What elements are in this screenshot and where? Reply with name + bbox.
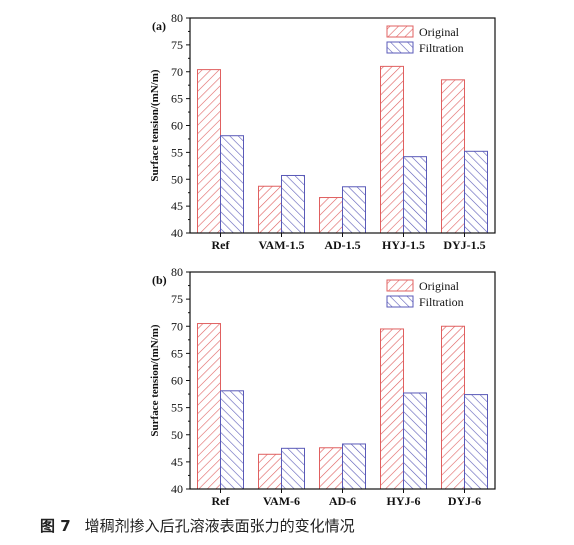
x-tick-label: Ref (212, 238, 231, 252)
bar-original-ad-1.5 (319, 197, 343, 234)
y-tick-label: 40 (171, 226, 183, 240)
y-tick-label: 65 (171, 346, 183, 360)
y-tick-label: 70 (171, 65, 183, 79)
y-tick-label: 60 (171, 374, 183, 388)
x-tick-label: HYJ-6 (387, 494, 421, 508)
bar-original-ref (197, 323, 221, 490)
x-tick-label: VAM-6 (263, 494, 300, 508)
legend-swatch-filtration (386, 41, 414, 54)
y-tick-label: 55 (171, 401, 183, 415)
bar-original-dyj-1.5 (441, 79, 465, 234)
bar-filtration-vam-1.5 (281, 174, 305, 234)
y-tick-label: 65 (171, 92, 183, 106)
y-tick-label: 80 (171, 11, 183, 25)
legend-swatch-filtration (386, 295, 414, 308)
legend-swatch-original (386, 279, 414, 292)
bar-original-dyj-6 (441, 325, 465, 490)
panel-label: (a) (152, 19, 166, 33)
bar-filtration-dyj-1.5 (464, 150, 488, 234)
x-tick-label: HYJ-1.5 (382, 238, 425, 252)
bar-filtration-dyj-6 (464, 394, 488, 490)
bar-filtration-vam-6 (281, 447, 305, 490)
bar-original-vam-6 (258, 453, 282, 490)
panel-label: (b) (152, 273, 167, 287)
bar-filtration-ad-6 (342, 443, 366, 490)
x-tick-label: AD-6 (329, 494, 356, 508)
bar-filtration-ref (220, 135, 244, 234)
x-tick-label: DYJ-6 (448, 494, 481, 508)
bar-original-ref (197, 69, 221, 234)
bar-filtration-hyj-1.5 (403, 156, 427, 234)
x-tick-label: DYJ-1.5 (443, 238, 485, 252)
y-tick-label: 55 (171, 145, 183, 159)
y-tick-label: 75 (171, 292, 183, 306)
legend-label-filtration: Filtration (419, 295, 464, 309)
y-tick-label: 50 (171, 172, 183, 186)
bar-original-vam-1.5 (258, 185, 282, 234)
y-tick-label: 70 (171, 319, 183, 333)
y-tick-label: 40 (171, 482, 183, 496)
y-axis-label: Surface tension/(mN/m) (149, 69, 161, 181)
y-tick-label: 60 (171, 119, 183, 133)
legend-label-original: Original (419, 25, 460, 39)
legend-label-filtration: Filtration (419, 41, 464, 55)
x-tick-label: Ref (212, 494, 231, 508)
chart-panel-b: Ref VAM-6 AD-6 HYJ-6 DYJ-6 40 45 50 55 60 65 70 75 80… (149, 265, 496, 508)
y-axis-label: Surface tension/(mN/m) (149, 324, 161, 436)
figure-caption-text: 增稠剂掺入后孔溶液表面张力的变化情况 (84, 517, 355, 535)
figure-caption: 图 7 增稠剂掺入后孔溶液表面张力的变化情况 (40, 515, 560, 537)
bar-original-hyj-1.5 (380, 65, 404, 234)
y-tick-label: 45 (171, 199, 183, 213)
y-tick-label: 50 (171, 428, 183, 442)
y-tick-label: 75 (171, 38, 183, 52)
bar-original-hyj-6 (380, 328, 404, 490)
x-tick-label: AD-1.5 (324, 238, 360, 252)
x-tick-label: VAM-1.5 (258, 238, 304, 252)
y-tick-label: 80 (171, 265, 183, 279)
bar-original-ad-6 (319, 447, 343, 490)
chart-panel-a: Ref VAM-1.5 AD-1.5 HYJ-1.5 DYJ-1.5 40 45 50 55 60… (149, 11, 496, 252)
bar-filtration-ref (220, 390, 244, 490)
y-tick-label: 45 (171, 455, 183, 469)
legend-swatch-original (386, 25, 414, 38)
figure-number: 图 7 (40, 517, 71, 535)
legend-label-original: Original (419, 279, 460, 293)
bar-filtration-hyj-6 (403, 392, 427, 490)
bar-filtration-ad-1.5 (342, 186, 366, 234)
